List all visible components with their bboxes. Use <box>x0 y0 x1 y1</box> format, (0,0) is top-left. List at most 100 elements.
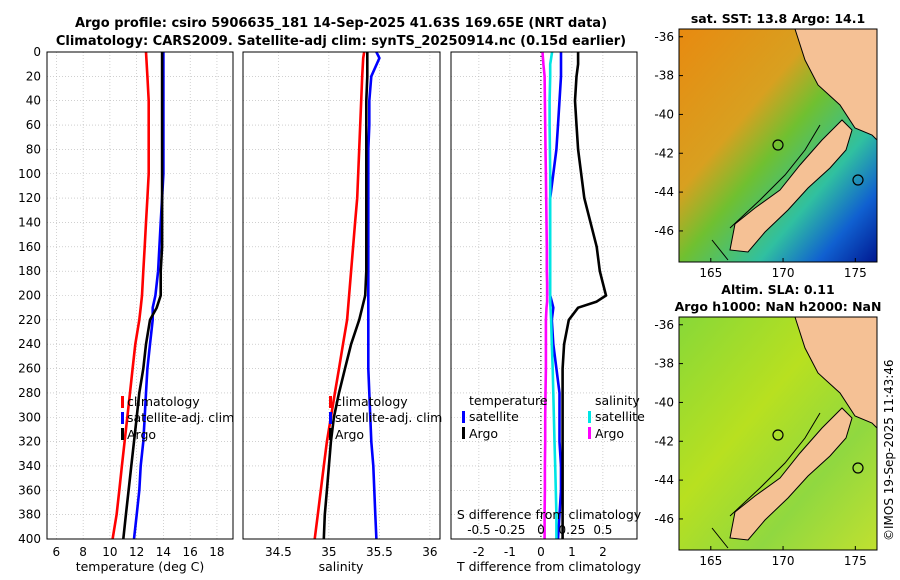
legend-title-salinity: salinity <box>595 393 640 408</box>
sla-map-title-line1: Altim. SLA: 0.11 <box>721 282 834 297</box>
x-tick-label: 35 <box>321 545 336 559</box>
sst-map-frame <box>678 28 878 263</box>
x-tick-label: 18 <box>209 545 224 559</box>
series-line-salinity-argo <box>541 52 549 539</box>
temperature-legend: climatology satellite-adj. clim Argo <box>121 394 234 442</box>
imos-credit: ©IMOS 19-Sep-2025 11:43:46 <box>882 359 896 541</box>
sla-map-title-line2: Argo h1000: NaN h2000: NaN <box>675 299 882 314</box>
y-tick-label: 340 <box>18 459 41 473</box>
sla-argo-marker <box>772 429 784 441</box>
legend-label-argo: Argo <box>127 427 156 442</box>
sla-map-frame <box>678 316 878 551</box>
sst-island-south <box>729 119 853 253</box>
salinity-axes-frame <box>242 51 441 540</box>
sla-island-south <box>729 407 853 541</box>
series-line-argo <box>122 52 164 539</box>
x-tick-label: 35.5 <box>366 545 393 559</box>
map-lon-tick-label: 175 <box>844 266 867 280</box>
y-tick-label: 20 <box>26 69 41 83</box>
map-lat-tick-label: -44 <box>654 473 674 487</box>
legend-swatch-climatology <box>121 396 124 408</box>
legend-swatch-argo <box>121 428 124 440</box>
legend-swatch-argo <box>329 428 332 440</box>
series-line-climatology <box>111 52 150 539</box>
s-diff-tick-label: 0.25 <box>559 523 586 537</box>
y-tick-label: 40 <box>26 94 41 108</box>
figure-title-line1: Argo profile: csiro 5906635_181 14-Sep-2… <box>75 16 607 31</box>
map-lat-tick-label: -38 <box>654 69 674 83</box>
y-tick-label: 360 <box>18 483 41 497</box>
difference-axes-frame <box>450 51 638 540</box>
x-tick-label: -2 <box>473 545 485 559</box>
x-tick-label: 14 <box>156 545 171 559</box>
map-lat-tick-label: -36 <box>654 30 674 44</box>
x-tick-label: 8 <box>79 545 87 559</box>
y-tick-label: 160 <box>18 240 41 254</box>
series-line-climatology <box>313 52 366 539</box>
sst-eddy-marker <box>852 174 864 186</box>
y-tick-label: 280 <box>18 386 41 400</box>
temperature-axes-frame <box>46 51 234 540</box>
y-tick-label: 100 <box>18 167 41 181</box>
series-line-salinity-satellite <box>548 52 558 539</box>
x-tick-label: 10 <box>102 545 117 559</box>
t-difference-xlabel: T difference from climatology <box>456 559 642 574</box>
legend-label-temp-argo: Argo <box>469 426 498 441</box>
x-tick-label: 36 <box>422 545 437 559</box>
sla-eddy-marker <box>852 462 864 474</box>
sst-map: sat. SST: 13.8 Argo: 14.1 165 170 175 -36 -3… <box>654 11 878 280</box>
y-tick-label: 400 <box>18 532 41 546</box>
y-tick-label: 300 <box>18 410 41 424</box>
y-tick-label: 0 <box>33 45 41 59</box>
x-tick-label: 34.5 <box>265 545 292 559</box>
temperature-lines <box>111 52 165 539</box>
legend-swatch-satellite <box>329 412 332 424</box>
difference-lines <box>541 52 608 539</box>
legend-label-temp-satellite: satellite <box>469 409 519 424</box>
legend-label-climatology: climatology <box>335 394 408 409</box>
s-difference-label: S difference from climatology <box>457 507 642 522</box>
figure-title-line2: Climatology: CARS2009. Satellite-adj cli… <box>56 34 626 49</box>
sst-map-tick-labels: 165 170 175 -36 -38 -40 -42 -44 -46 <box>654 30 866 280</box>
s-diff-tick-labels: -0.5 -0.25 0 0.25 0.5 <box>467 523 612 537</box>
legend-swatch-sal-satellite <box>588 411 591 423</box>
sla-map-tick-labels: 165 170 175 -36 -38 -40 -42 -44 -46 <box>654 318 866 568</box>
x-tick-label: -1 <box>504 545 516 559</box>
map-lon-tick-label: 175 <box>844 554 867 568</box>
legend-label-sal-argo: Argo <box>595 426 624 441</box>
y-tick-label: 60 <box>26 118 41 132</box>
s-diff-tick-label: 0.5 <box>593 523 612 537</box>
depth-tick-labels: 0 20 40 60 80 100 120 140 160 180 200 220 240 260 280 3… <box>18 45 41 546</box>
map-lat-tick-label: -44 <box>654 185 674 199</box>
legend-swatch-satellite <box>121 412 124 424</box>
legend-title-temperature: temperature <box>469 393 548 408</box>
map-lon-tick-label: 165 <box>699 554 722 568</box>
series-line-satellite-adj-clim <box>366 52 381 539</box>
y-tick-label: 180 <box>18 264 41 278</box>
temperature-panel: 0 20 40 60 80 100 120 140 160 180 200 220 240 260 280 3… <box>18 45 234 574</box>
sst-isobath <box>711 124 821 261</box>
series-line-temperature-argo <box>561 52 608 539</box>
map-lat-tick-label: -38 <box>654 357 674 371</box>
t-diff-tick-labels: -2 -1 0 1 2 <box>473 545 607 559</box>
y-tick-label: 260 <box>18 362 41 376</box>
map-lon-tick-label: 165 <box>699 266 722 280</box>
salinity-tick-labels: 34.5 35 35.5 36 <box>265 545 438 559</box>
y-tick-label: 120 <box>18 191 41 205</box>
sla-map: Altim. SLA: 0.11 Argo h1000: NaN h2000: … <box>654 282 881 568</box>
legend-label-argo: Argo <box>335 427 364 442</box>
x-tick-label: 12 <box>129 545 144 559</box>
map-lat-tick-label: -36 <box>654 318 674 332</box>
legend-label-satellite: satellite-adj. clim <box>335 410 442 425</box>
map-lat-tick-label: -46 <box>654 224 674 238</box>
y-tick-label: 200 <box>18 289 41 303</box>
y-tick-label: 140 <box>18 215 41 229</box>
legend-swatch-temp-satellite <box>462 411 465 423</box>
difference-panel: -2 -1 0 1 2 -0.5 -0.25 0 0.25 0.5 S difference f… <box>450 51 645 574</box>
x-tick-label: 6 <box>53 545 61 559</box>
x-tick-label: 16 <box>183 545 198 559</box>
s-diff-tick-label: 0 <box>537 523 545 537</box>
x-tick-label: 0 <box>537 545 545 559</box>
legend-label-satellite: satellite-adj. clim <box>127 410 234 425</box>
